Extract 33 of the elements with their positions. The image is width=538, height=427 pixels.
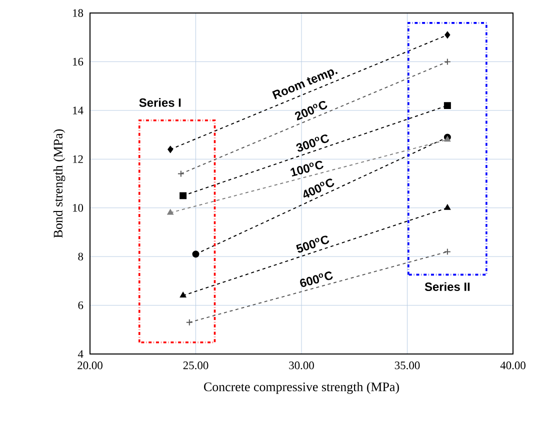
y-tick-label: 12 xyxy=(73,155,83,163)
text: 100$^{o}$C xyxy=(290,160,324,177)
x-tick-label: 35.00 xyxy=(394,362,420,370)
y-tick-label: 4 xyxy=(78,350,84,358)
point xyxy=(177,170,184,178)
y-tick-label: 18 xyxy=(73,9,84,17)
y-tick-label: 10 xyxy=(73,204,84,212)
x-tick-label: 40.00 xyxy=(500,362,526,370)
x-tick-label: 30.00 xyxy=(289,362,314,370)
annotation: Series II xyxy=(424,282,470,291)
y-axis-title: Bond strength (MPa) xyxy=(53,129,66,238)
text: 300$^{o}$C xyxy=(296,134,330,152)
point xyxy=(444,248,451,256)
y-tick-label: 14 xyxy=(73,106,84,114)
x-tick-label: 25.00 xyxy=(183,362,208,370)
text: 500$^{o}$C xyxy=(296,236,330,253)
text: Room temp. xyxy=(272,69,338,100)
point xyxy=(186,318,193,326)
text: 200$^{o}$C xyxy=(295,101,328,121)
y-tick-label: 6 xyxy=(78,301,84,310)
y-tick-label: 16 xyxy=(73,58,84,66)
x-axis-title: Concrete compressive strength (MPa) xyxy=(204,382,399,394)
point xyxy=(168,146,174,153)
annotation: Series I xyxy=(139,98,181,107)
point xyxy=(180,192,187,200)
point xyxy=(192,250,200,258)
point xyxy=(444,58,451,66)
text: 600$^{o}$C xyxy=(300,272,333,288)
point xyxy=(444,31,450,38)
point xyxy=(444,102,451,110)
x-tick-label: 20.00 xyxy=(78,362,102,370)
y-tick-label: 8 xyxy=(78,252,84,260)
text: 400$^{o}$C xyxy=(303,178,334,198)
